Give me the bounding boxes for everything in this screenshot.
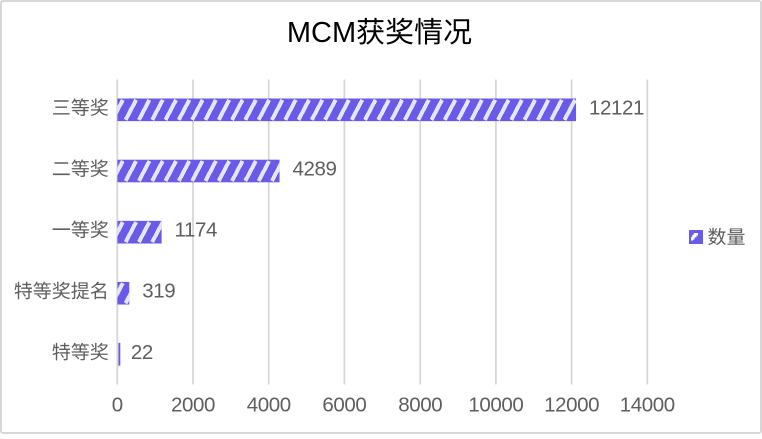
svg-text:0: 0 bbox=[112, 393, 123, 416]
svg-text:319: 319 bbox=[142, 280, 175, 303]
svg-text:8000: 8000 bbox=[398, 393, 442, 416]
svg-text:4289: 4289 bbox=[293, 158, 337, 181]
svg-text:2000: 2000 bbox=[171, 393, 215, 416]
svg-text:10000: 10000 bbox=[468, 393, 523, 416]
svg-text:4000: 4000 bbox=[247, 393, 291, 416]
svg-text:MCM: MCM bbox=[287, 17, 356, 49]
svg-text:1174: 1174 bbox=[175, 219, 217, 242]
svg-text:14000: 14000 bbox=[620, 393, 675, 416]
svg-text:12121: 12121 bbox=[589, 96, 644, 119]
svg-text:22: 22 bbox=[131, 341, 153, 364]
svg-text:6000: 6000 bbox=[322, 393, 366, 416]
svg-text:12000: 12000 bbox=[544, 393, 599, 416]
